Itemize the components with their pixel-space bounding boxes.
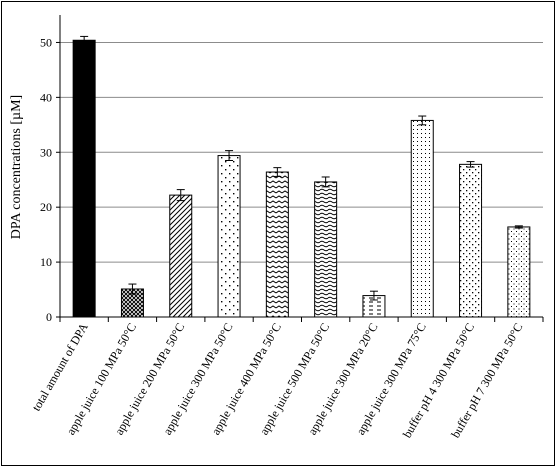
y-tick-labels: 0 10 20 30 40 50 (40, 35, 52, 324)
y-tick-label: 30 (40, 145, 52, 159)
error-bars (80, 35, 523, 301)
bar (507, 226, 531, 318)
y-tick-label: 40 (40, 90, 52, 104)
bar (72, 39, 96, 318)
y-tick-label: 20 (40, 200, 52, 214)
bar (314, 181, 338, 318)
y-tick-label: 50 (40, 35, 52, 49)
bar (265, 171, 289, 318)
y-tick-label: 0 (46, 310, 52, 324)
y-axis-title: DPA concentrations [µM] (9, 95, 24, 239)
bar (217, 155, 241, 318)
bar (410, 119, 434, 318)
bar (169, 194, 193, 318)
axes (56, 15, 544, 322)
y-tick-label: 10 (40, 255, 52, 269)
bar (459, 163, 483, 318)
bars (72, 39, 531, 318)
